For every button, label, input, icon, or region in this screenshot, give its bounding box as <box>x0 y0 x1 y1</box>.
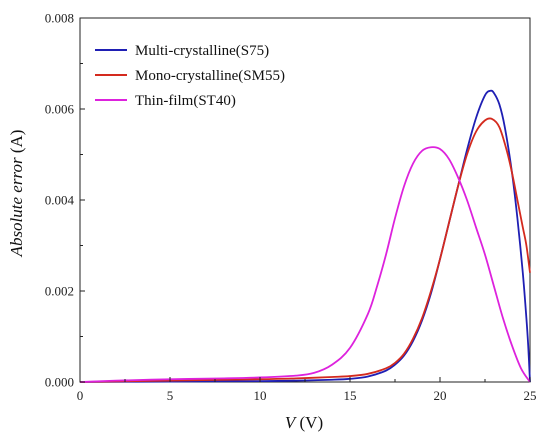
y-tick-label: 0.004 <box>45 193 75 208</box>
x-tick-label: 0 <box>77 388 84 403</box>
series-layer <box>79 89 531 383</box>
x-axis-unit: (V) <box>295 413 323 432</box>
series-line-2 <box>79 146 531 383</box>
x-axis-title: V (V) <box>285 413 323 432</box>
y-tick-label: 0.008 <box>45 11 74 26</box>
legend-label-2: Thin-film(ST40) <box>135 93 236 109</box>
legend-label-0: Multi-crystalline(S75) <box>135 43 269 59</box>
x-tick-label: 10 <box>254 388 267 403</box>
y-tick-label: 0.000 <box>45 375 74 390</box>
legend-label-1: Mono-crystalline(SM55) <box>135 68 285 84</box>
y-axis-variable: Absolute error <box>7 157 26 257</box>
y-axis-unit: (A) <box>7 130 26 158</box>
x-axis-variable: V <box>285 413 298 432</box>
x-tick-label: 5 <box>167 388 174 403</box>
y-axis-title: Absolute error (A) <box>7 130 26 258</box>
y-tick-label: 0.006 <box>45 102 75 117</box>
series-line-1 <box>79 117 531 383</box>
series-line-0 <box>79 89 531 383</box>
x-tick-label: 25 <box>524 388 537 403</box>
y-axis-ticks: 0.000 0.002 0.004 0.006 0.008 <box>45 11 85 390</box>
x-tick-label: 20 <box>434 388 447 403</box>
legend: Multi-crystalline(S75) Mono-crystalline(S… <box>95 43 285 109</box>
x-axis-ticks: 0 5 10 15 20 25 <box>77 377 537 403</box>
y-tick-label: 0.002 <box>45 284 74 299</box>
x-tick-label: 15 <box>344 388 357 403</box>
